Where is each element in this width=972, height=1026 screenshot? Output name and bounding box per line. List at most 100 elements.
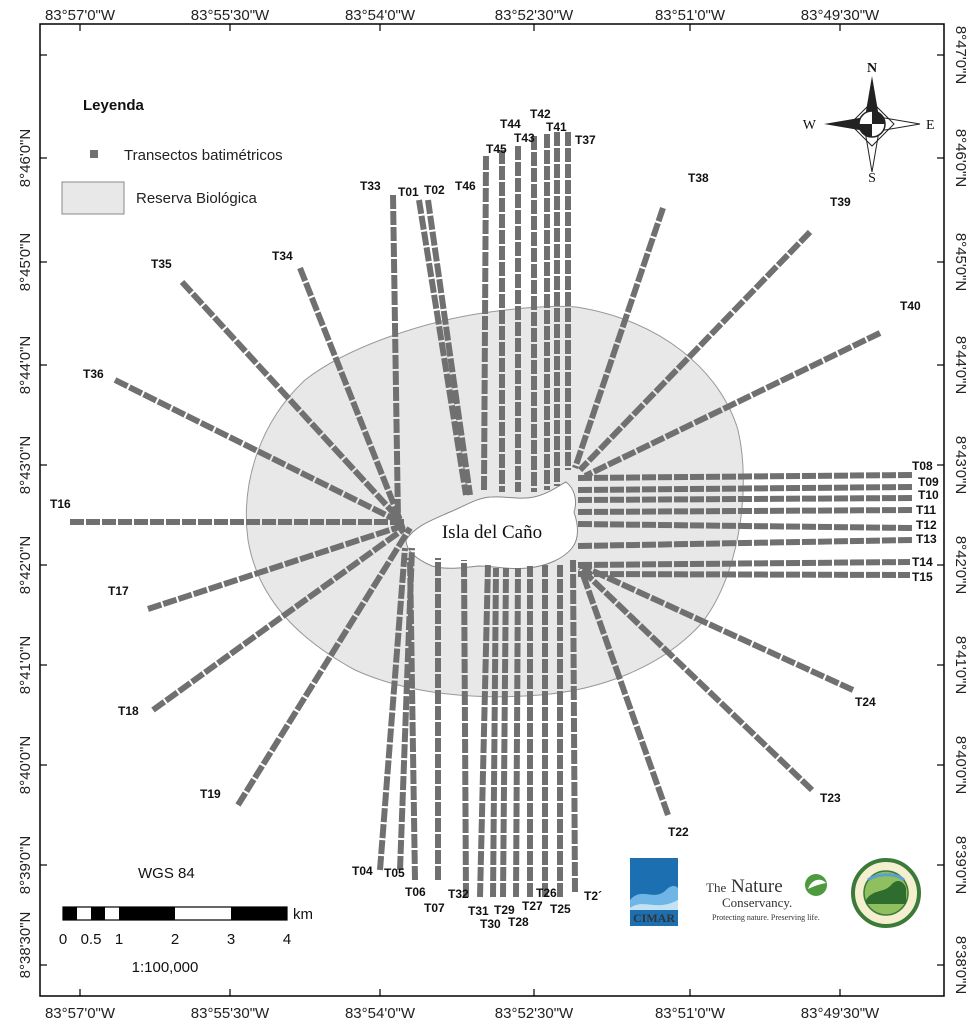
transect-label-t07: T07 xyxy=(424,901,445,915)
transect-label-t23: T23 xyxy=(820,791,841,805)
bottom-axis-label: 83°52'30"W xyxy=(495,1005,574,1022)
left-axis-label: 8°40'0"N xyxy=(17,736,34,794)
transect-label-t46: T46 xyxy=(455,179,476,193)
transect-line xyxy=(113,377,402,525)
transect-line xyxy=(235,526,413,807)
transect-line xyxy=(572,207,666,469)
transect-symbol xyxy=(90,150,98,158)
right-axis-label: 8°47'0"N xyxy=(952,26,969,84)
transect-line xyxy=(425,199,473,496)
transect-label-t42: T42 xyxy=(530,107,551,121)
transect-label-t45: T45 xyxy=(486,142,507,156)
transect-label-t26: T26 xyxy=(536,886,557,900)
legend-reserve: Reserva Biológica xyxy=(136,190,258,207)
transect-label-t33: T33 xyxy=(360,179,381,193)
transect-line xyxy=(461,559,469,898)
frame-ticks xyxy=(40,24,944,996)
bottom-axis-label: 83°51'0"W xyxy=(655,1005,726,1022)
right-axis-label: 8°38'0"N xyxy=(952,936,969,994)
transect-line xyxy=(513,567,521,898)
right-axis-label: 8°45'0"N xyxy=(952,233,969,291)
transect-label-t08: T08 xyxy=(912,459,933,473)
transect-label-t06: T06 xyxy=(405,885,426,899)
transect-label-t25: T25 xyxy=(550,902,571,916)
transect-label-t17: T17 xyxy=(108,584,129,598)
transect-label-t01: T01 xyxy=(398,185,419,199)
transect-label-t16: T16 xyxy=(50,497,71,511)
transect-line xyxy=(147,522,406,612)
transect-line xyxy=(577,571,911,578)
transect-label-t19: T19 xyxy=(200,787,221,801)
scale-bar: km 0 0.5 1 2 3 4 1:100,000 xyxy=(59,906,313,976)
transect-label-t2x: T2´ xyxy=(584,889,602,903)
transect-label-t15: T15 xyxy=(912,570,933,584)
scale-tick: 0.5 xyxy=(81,931,102,948)
transect-line xyxy=(500,567,509,898)
scale-tick: 1 xyxy=(115,931,123,948)
transect-label-t44: T44 xyxy=(500,117,521,131)
bottom-axis-label: 83°54'0"W xyxy=(345,1005,416,1022)
reserve-symbol xyxy=(61,181,125,215)
transect-line xyxy=(407,557,418,881)
transect-label-t28: T28 xyxy=(508,915,529,929)
transect-label-t05: T05 xyxy=(384,866,405,880)
transect-label-t27: T27 xyxy=(522,899,543,913)
transect-line xyxy=(580,563,855,693)
datum-label: WGS 84 xyxy=(138,865,195,882)
transect-label-t34: T34 xyxy=(272,249,293,263)
top-axis-label: 83°51'0"W xyxy=(655,7,726,24)
left-axis-label: 8°45'0"N xyxy=(17,233,34,291)
compass-e: E xyxy=(926,118,935,133)
tnc-nature: Nature xyxy=(731,876,783,897)
transect-label-t10: T10 xyxy=(918,488,939,502)
scale-ratio: 1:100,000 xyxy=(132,959,199,976)
transect-label-t12: T12 xyxy=(916,518,937,532)
bottom-axis-label: 83°57'0"W xyxy=(45,1005,116,1022)
right-axis-label: 8°43'0"N xyxy=(952,436,969,494)
left-axis-label: 8°38'30"N xyxy=(17,912,34,979)
transect-line xyxy=(481,155,489,491)
scale-unit: km xyxy=(293,906,313,923)
transect-line xyxy=(390,194,401,521)
top-axis-label: 83°49'30"W xyxy=(801,7,880,24)
top-axis-label: 83°55'30"W xyxy=(191,7,270,24)
transect-line xyxy=(577,484,913,493)
transect-line xyxy=(377,547,408,871)
tnc-logo: The Nature Conservancy. Protecting natur… xyxy=(706,874,827,922)
transect-label-t37: T37 xyxy=(575,133,596,147)
left-axis-label: 8°41'0"N xyxy=(17,636,34,694)
transect-line xyxy=(577,229,813,473)
transect-line xyxy=(577,565,815,793)
transect-label-t04: T04 xyxy=(352,864,373,878)
tnc-tagline: Protecting nature. Preserving life. xyxy=(712,913,820,922)
transect-label-t43: T43 xyxy=(514,131,535,145)
tnc-the: The xyxy=(706,880,726,895)
transect-line xyxy=(583,330,882,479)
left-axis-label: 8°46'0"N xyxy=(17,129,34,187)
transect-line xyxy=(577,521,913,531)
left-axis-label: 8°42'0"N xyxy=(17,536,34,594)
top-axis-label: 83°52'30"W xyxy=(495,7,574,24)
right-axis-label: 8°39'0"N xyxy=(952,836,969,894)
seal-logo xyxy=(851,858,921,928)
transect-label-t29: T29 xyxy=(494,903,515,917)
compass-rose: N S E W xyxy=(803,61,935,186)
left-axis-label: 8°39'0"N xyxy=(17,836,34,894)
transect-line xyxy=(577,472,913,481)
scale-tick: 2 xyxy=(171,931,179,948)
transect-label-t36: T36 xyxy=(83,367,104,381)
transect-label-t11: T11 xyxy=(916,503,936,517)
bottom-axis-label: 83°55'30"W xyxy=(191,1005,270,1022)
transect-line xyxy=(297,266,403,522)
right-axis-label: 8°42'0"N xyxy=(952,536,969,594)
scale-tick: 0 xyxy=(59,931,67,948)
transect-label-t09: T09 xyxy=(918,475,939,489)
transect-label-t35: T35 xyxy=(151,257,172,271)
transect-line xyxy=(151,525,407,713)
transect-line xyxy=(577,537,913,549)
transect-label-t39: T39 xyxy=(830,195,851,209)
compass-s: S xyxy=(868,171,876,186)
transect-label-t18: T18 xyxy=(118,704,139,718)
bottom-axis-label: 83°49'30"W xyxy=(801,1005,880,1022)
transect-label-t30: T30 xyxy=(480,917,501,931)
